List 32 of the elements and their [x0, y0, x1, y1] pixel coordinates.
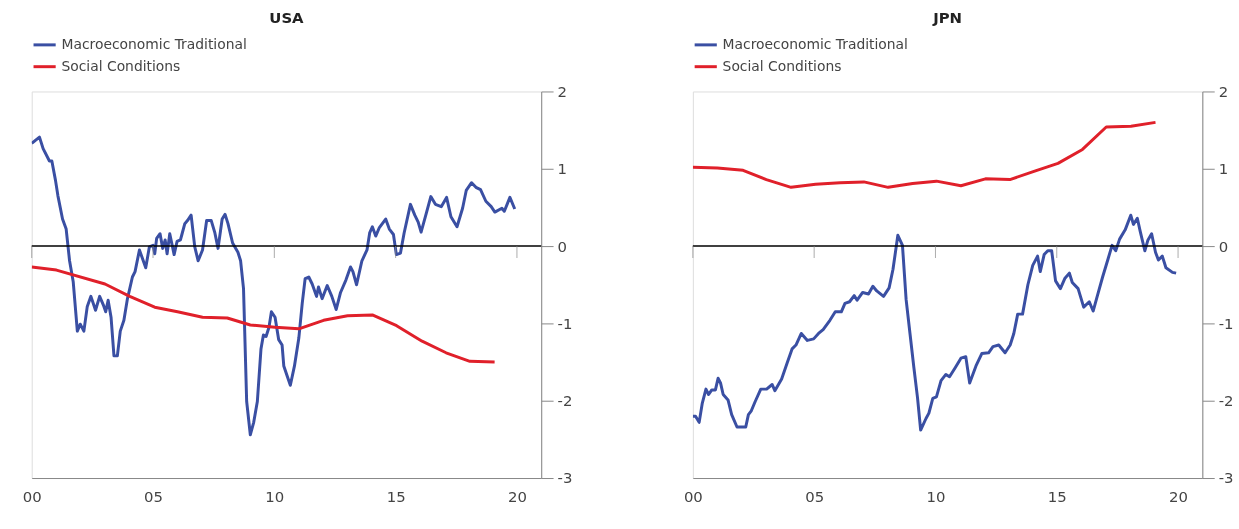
- y-tick-label: -2: [1218, 392, 1234, 411]
- line-series: [31, 265, 497, 364]
- x-tick-label: 05: [805, 488, 825, 507]
- x-tick-label: 15: [386, 488, 406, 507]
- x-tick-label: 05: [144, 488, 163, 507]
- y-tick-label: -2: [557, 392, 573, 411]
- y-tick-label: 0: [557, 237, 568, 256]
- x-tick-label: 10: [265, 488, 285, 507]
- x-tick-label: 20: [507, 488, 527, 507]
- legend-label: Macroeconomic Traditional: [61, 35, 247, 52]
- y-tick-label: 1: [557, 160, 568, 179]
- line-series: [692, 213, 1178, 432]
- x-tick-label: 20: [1169, 488, 1189, 507]
- x-tick-label: 00: [22, 488, 42, 507]
- legend-label: Social Conditions: [61, 57, 181, 74]
- x-tick-label: 00: [683, 488, 703, 507]
- y-tick-label: 2: [557, 82, 568, 101]
- legend-label: Macroeconomic Traditional: [722, 35, 908, 52]
- y-tick-label: -1: [1218, 314, 1234, 333]
- y-tick-label: -3: [557, 469, 573, 488]
- x-tick-label: 10: [926, 488, 946, 507]
- y-tick-label: 2: [1218, 82, 1229, 101]
- y-tick-label: 0: [1218, 237, 1229, 256]
- chart-title: USA: [269, 9, 305, 28]
- legend-label: Social Conditions: [722, 57, 842, 74]
- y-tick-label: 1: [1218, 160, 1229, 179]
- y-tick-label: -1: [557, 314, 573, 333]
- line-series: [692, 120, 1157, 189]
- chart-title: JPN: [932, 9, 963, 28]
- line-series: [31, 135, 517, 437]
- x-tick-label: 15: [1047, 488, 1067, 507]
- y-tick-label: -3: [1218, 469, 1234, 488]
